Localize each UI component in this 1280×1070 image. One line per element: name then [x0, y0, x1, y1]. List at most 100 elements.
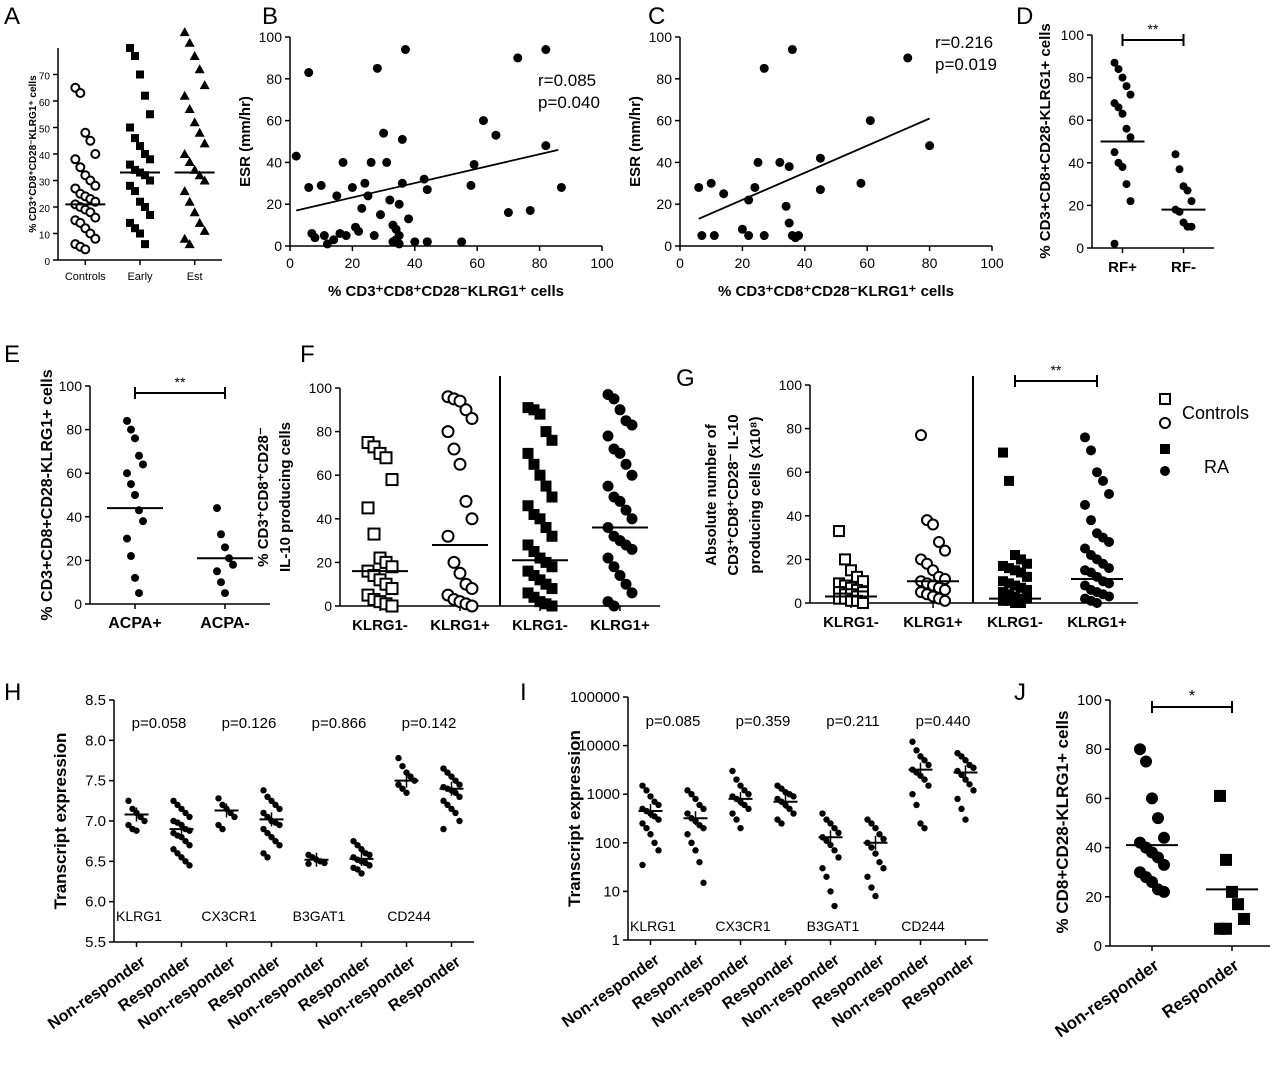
y-tick-label: 7.5 [85, 773, 106, 790]
data-point [639, 861, 646, 869]
data-point [546, 530, 558, 542]
data-point [403, 789, 410, 796]
data-point [729, 767, 736, 775]
y-tick-label: 40 [786, 508, 802, 524]
data-point [139, 517, 147, 526]
data-point [291, 151, 301, 161]
data-point [90, 233, 101, 244]
data-point [546, 583, 558, 595]
data-point [219, 825, 226, 833]
data-point [909, 791, 916, 798]
data-point [620, 504, 632, 516]
data-point [921, 776, 928, 783]
data-point [397, 134, 407, 144]
y-tick-label: 0 [274, 238, 282, 254]
data-point [367, 527, 381, 541]
data-point [856, 178, 866, 188]
panel-f: 0 20 40 60 80 100 KLRG1- KLRG1+ KLRG1- KLRG1+ % CD… [255, 376, 660, 634]
data-point [141, 150, 149, 158]
data-point [136, 229, 144, 238]
data-point [614, 569, 626, 581]
data-point [264, 793, 271, 800]
data-point [1016, 582, 1026, 593]
y-axis-label: Transcript expression [51, 733, 70, 910]
y-tick-label: 0 [44, 257, 50, 268]
data-point [182, 837, 189, 845]
data-points [1100, 58, 1206, 248]
data-point [182, 858, 189, 865]
data-point [750, 182, 760, 192]
data-point [876, 831, 883, 838]
data-point [456, 793, 463, 800]
data-point [921, 757, 928, 764]
data-point [90, 212, 101, 223]
data-point [260, 809, 267, 817]
data-point [407, 773, 414, 780]
data-point [1016, 598, 1026, 608]
panel-g: 0 20 40 60 80 100 KLRG1- KLRG1+ KLRG1- KLRG1+ Abso… [703, 362, 1249, 631]
data-point [540, 480, 552, 492]
data-point [733, 776, 740, 783]
data-point [213, 504, 221, 513]
data-point [354, 866, 361, 873]
x-tick-label: KLRG1- [512, 617, 568, 634]
data-point [268, 797, 275, 805]
data-points [638, 738, 978, 910]
data-point [199, 225, 210, 235]
correlation-annotation: p=0.040 [538, 93, 600, 112]
data-point [361, 501, 375, 515]
data-point [360, 178, 370, 188]
data-point [1110, 148, 1119, 157]
data-point [399, 762, 406, 770]
data-point [1183, 186, 1192, 195]
x-tick-label: KLRG1+ [430, 617, 490, 634]
data-point [790, 793, 797, 800]
data-point [1022, 571, 1032, 582]
data-point [136, 142, 144, 151]
data-point [410, 237, 420, 247]
data-point [1080, 432, 1090, 443]
data-point [123, 416, 131, 425]
data-point [354, 842, 361, 849]
data-point [741, 801, 748, 809]
data-point [696, 858, 703, 866]
data-point [790, 810, 797, 817]
data-point [319, 231, 329, 241]
data-point [835, 829, 842, 837]
panel-label-e: E [4, 341, 20, 368]
legend-marker [1159, 417, 1171, 429]
data-point [441, 425, 455, 439]
data-point [189, 117, 200, 127]
data-point [357, 203, 367, 213]
data-point [868, 820, 875, 827]
x-tick-label: 60 [859, 255, 875, 271]
p-value: p=0.211 [826, 713, 880, 730]
data-point [915, 429, 927, 442]
data-point [868, 884, 875, 891]
data-point [139, 460, 147, 469]
data-point [540, 598, 552, 610]
data-point [141, 171, 149, 180]
y-tick-label: 40 [656, 154, 672, 170]
data-point [186, 862, 193, 869]
data-point [221, 543, 229, 552]
data-point [1238, 912, 1250, 925]
y-tick-label: 20 [39, 204, 51, 215]
x-tick-label: KLRG1- [352, 617, 408, 634]
p-value: p=0.126 [222, 715, 277, 732]
data-point [546, 491, 558, 503]
data-point [444, 769, 451, 776]
data-point [737, 224, 747, 234]
data-point [272, 801, 279, 809]
regression-line [296, 148, 559, 212]
data-point [126, 218, 134, 227]
data-point [440, 765, 447, 772]
data-point [453, 394, 467, 408]
panel-label-g: G [676, 365, 695, 392]
data-point [706, 178, 716, 188]
data-point [217, 578, 225, 587]
data-point [422, 185, 432, 195]
data-point [213, 567, 221, 576]
y-tick-label: 60 [786, 464, 802, 480]
data-point [823, 837, 830, 844]
